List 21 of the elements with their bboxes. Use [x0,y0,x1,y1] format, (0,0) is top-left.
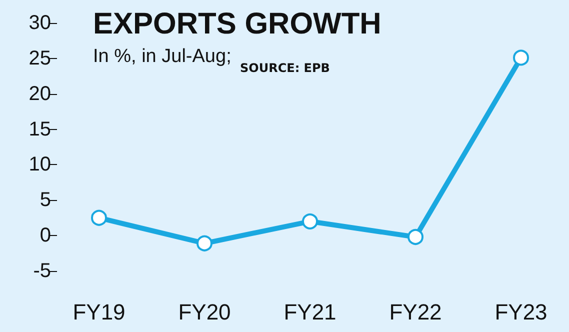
y-tick-label: 20 [28,82,51,105]
chart-title: EXPORTS GROWTH [93,8,382,40]
x-tick-label: FY22 [389,300,442,324]
x-tick-label: FY21 [284,300,336,324]
y-tick-label: 15 [28,118,51,140]
point [408,228,424,245]
y-tick-label: 0 [40,224,51,247]
point [302,213,318,230]
y-tick-label: 5 [40,189,51,212]
x-tick-label: FY19 [72,300,126,324]
point [513,50,529,66]
point [91,210,107,226]
x-tick-label: FY23 [494,300,548,324]
y-tick-label: 25 [28,47,51,70]
point [196,235,212,252]
x-tick-label: FY20 [178,300,231,324]
text: In %, in Jul-Aug; [93,46,232,67]
y-tick-label: 30 [28,12,51,34]
y-tick-label: 10 [28,154,51,176]
annotation: SOURCE: EPB [240,61,330,75]
y-tick-label: -5 [33,260,51,282]
